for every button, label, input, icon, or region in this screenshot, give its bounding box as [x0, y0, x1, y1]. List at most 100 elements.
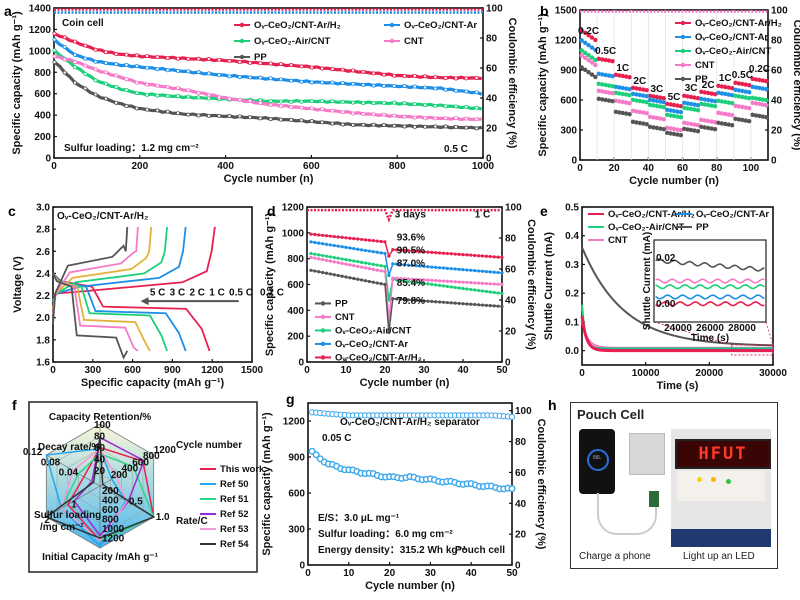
y-tick-label: 400 [34, 111, 51, 122]
data-point-d [434, 278, 438, 283]
data-point-d [477, 281, 481, 285]
data-point-a [186, 69, 191, 74]
data-point-a [237, 114, 242, 119]
data-point-a [134, 64, 139, 69]
data-point-b [579, 28, 584, 33]
data-point-b [719, 99, 725, 104]
data-point-b [654, 115, 660, 121]
data-point-b [586, 43, 591, 48]
y2-tick-label: 80 [486, 34, 498, 45]
data-point-b [705, 90, 711, 96]
data-point-d [480, 289, 485, 293]
x-tick-label: 80 [711, 163, 723, 174]
data-point-d [492, 255, 496, 259]
y-tick-label: 2.2 [36, 291, 50, 302]
data-point-b [736, 81, 742, 86]
data-point-b [753, 77, 759, 82]
phone-screen-text: 88L [592, 455, 602, 461]
x-tick-label: 20000 [695, 368, 723, 379]
data-point-b [644, 94, 649, 99]
y-tick-label: 800 [287, 254, 304, 265]
data-point-b [627, 87, 632, 92]
chart-d: 0 10 20 30 40 5002004006008001000120002040608… [264, 203, 537, 390]
chart-g-title: Oᵥ-CeO₂/CNT-Ar/H₂ separator [340, 417, 480, 428]
retention-label-d: 93.6% [397, 233, 425, 244]
data-point-b [743, 95, 748, 100]
retention-label-d: 79.8% [397, 296, 425, 307]
data-point-b [606, 73, 612, 78]
data-point-d [418, 281, 422, 285]
data-point-d [484, 254, 488, 258]
y-tick-label: 0.5 [565, 203, 579, 214]
data-point-d [488, 304, 492, 308]
data-point-b [606, 98, 612, 103]
data-point-d [321, 242, 325, 246]
data-point-b [695, 96, 701, 101]
legend-b-arh2-label: Oᵥ-CeO₂/CNT-Ar/H₂ [695, 18, 782, 29]
data-point-a [206, 96, 211, 101]
legend-a-air-marker [239, 38, 245, 44]
data-point-d [406, 298, 410, 302]
data-point-d [465, 268, 469, 272]
rate-label-b: 3C [685, 83, 698, 94]
radar-tick-label: 2 [44, 515, 50, 526]
radar-tick-label: 0.12 [23, 447, 43, 458]
data-point-b [750, 112, 755, 118]
data-point-a [103, 70, 108, 75]
legend-d-air-marker [320, 328, 326, 333]
data-point-d [363, 238, 368, 242]
data-point-a [433, 103, 438, 108]
rate-label-b: 0.2C [578, 26, 599, 37]
data-point-d [477, 303, 481, 307]
data-point-b [702, 118, 707, 123]
radar-tick-label: 1 [71, 500, 77, 511]
data-point-d [313, 252, 317, 256]
data-point-d [441, 279, 446, 283]
data-point-a [340, 80, 345, 85]
x-tick-label: 1000 [472, 161, 495, 172]
data-point-b [688, 127, 694, 133]
panel-label-b: b [540, 3, 549, 19]
data-point-a [402, 101, 407, 106]
data-point-b [692, 122, 697, 127]
data-point-a [114, 51, 119, 56]
data-point-b [760, 114, 766, 119]
legend-d-cnt-marker [320, 314, 326, 320]
data-point-b [651, 94, 656, 99]
y2-tick-label: 60 [505, 265, 517, 276]
data-point-d [469, 287, 473, 292]
x-tick-label: 10 [343, 568, 355, 579]
data-point-b [729, 86, 735, 91]
data-point-b [753, 85, 759, 90]
data-point-d [438, 251, 442, 255]
y2-tick-label: 40 [771, 96, 783, 107]
data-point-d [321, 253, 325, 258]
data-point-d [379, 239, 383, 244]
data-point-d [317, 233, 321, 237]
data-point-a [443, 124, 448, 129]
data-point-d [402, 277, 407, 281]
data-point-d [461, 302, 465, 306]
data-point-b [586, 70, 591, 75]
data-point-d [379, 269, 383, 273]
data-point-b [582, 30, 588, 35]
data-point-b [610, 74, 615, 79]
data-point-b [692, 102, 697, 107]
data-point-d [457, 301, 461, 306]
data-point-d [356, 237, 360, 241]
y-tick-label: 300 [288, 525, 305, 536]
data-point-a [248, 99, 253, 104]
data-point-a [351, 123, 356, 128]
data-point-a [433, 124, 438, 129]
plot-frame [579, 9, 769, 161]
radar-tick-label: 400 [102, 496, 119, 507]
radar-tick-label: 1200 [154, 445, 177, 456]
x-tick-label: 30000 [759, 368, 787, 379]
legend-f-4-label: Ref 53 [220, 524, 249, 535]
data-point-d [410, 280, 414, 284]
data-point-b [596, 56, 601, 61]
data-point-d [410, 277, 414, 281]
data-point-b [712, 120, 718, 125]
data-point-d [473, 269, 477, 273]
pouch-base [671, 529, 771, 547]
